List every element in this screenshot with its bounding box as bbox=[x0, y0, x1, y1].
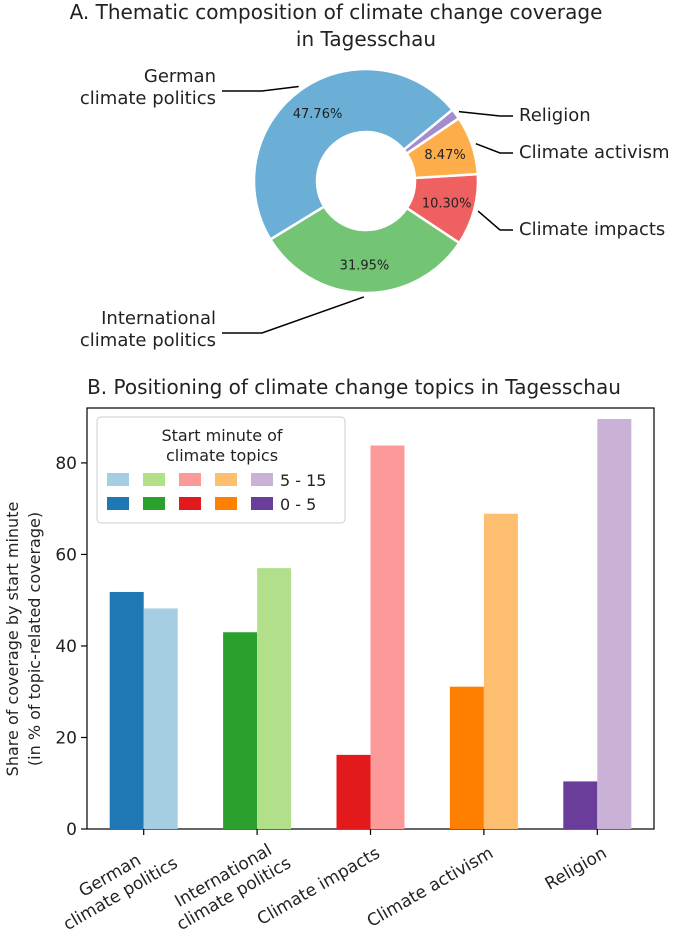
legend: Start minute of climate topics 5 - 15 0 … bbox=[96, 416, 346, 524]
pie-label-climate-impacts-line-1: Climate impacts bbox=[519, 219, 665, 240]
pie-label-climate-activism-line-1: Climate activism bbox=[519, 142, 670, 163]
y-tick-label: 40 bbox=[55, 637, 77, 657]
y-axis-label-line-2: (in % of topic-related coverage) bbox=[25, 512, 44, 766]
bar-climate-impacts-0-5 bbox=[336, 754, 371, 829]
bar-climate-activism-0-5 bbox=[449, 686, 484, 829]
bar-marks bbox=[109, 418, 632, 829]
pie-callout-line-climate-activism bbox=[475, 142, 513, 154]
bar-international-climate-politics-5-15 bbox=[257, 568, 292, 829]
pie-slice-german-climate-politics bbox=[252, 67, 455, 242]
y-tick-label: 0 bbox=[66, 820, 77, 840]
pie-callout-line-international-climate-politics bbox=[222, 296, 365, 334]
legend-swatches bbox=[107, 473, 273, 510]
bar-german-climate-politics-0-5 bbox=[109, 591, 144, 829]
bar-climate-activism-5-15 bbox=[483, 513, 518, 829]
y-tick-label: 20 bbox=[55, 728, 77, 748]
pie-slice-religion bbox=[402, 107, 461, 156]
bar-climate-impacts-5-15 bbox=[370, 445, 405, 829]
pie-pct-international-climate-politics: 31.95% bbox=[340, 258, 390, 273]
pie-pct-german-climate-politics: 47.76% bbox=[293, 107, 343, 122]
x-tick-label-line: Religion bbox=[542, 843, 611, 894]
pie-callout-line-religion bbox=[458, 110, 513, 117]
pie-slices bbox=[252, 67, 480, 295]
legend-swatch-5-15-4 bbox=[215, 473, 237, 486]
legend-swatch-0-5-4 bbox=[215, 497, 237, 510]
pie-title-line-1: A. Thematic composition of climate chang… bbox=[70, 0, 603, 24]
legend-swatch-0-5-5 bbox=[251, 497, 273, 510]
pie-label-international-climate-politics-line-2: climate politics bbox=[80, 330, 216, 351]
pie-pct-climate-impacts: 10.30% bbox=[422, 197, 472, 212]
y-axis-label: Share of coverage by start minute (in % … bbox=[3, 502, 44, 777]
y-axis-label-line-1: Share of coverage by start minute bbox=[3, 502, 22, 777]
legend-swatch-0-5-1 bbox=[107, 497, 129, 510]
legend-frame bbox=[96, 416, 346, 524]
legend-swatch-5-15-2 bbox=[143, 473, 165, 486]
bar-international-climate-politics-0-5 bbox=[223, 632, 258, 829]
pie-slice-international-climate-politics bbox=[268, 204, 462, 295]
legend-label-5-15: 5 - 15 bbox=[280, 471, 326, 490]
y-axis-ticks: 0 20 40 60 80 bbox=[55, 454, 87, 840]
legend-swatch-0-5-3 bbox=[179, 497, 201, 510]
panel-a: A. Thematic composition of climate chang… bbox=[70, 0, 670, 351]
bar-title: B. Positioning of climate change topics … bbox=[87, 375, 621, 399]
y-tick-label: 80 bbox=[55, 454, 77, 474]
pie-pct-climate-activism: 8.47% bbox=[424, 148, 465, 163]
pie-label-german-climate-politics-line-1: German bbox=[144, 66, 216, 87]
legend-swatch-5-15-5 bbox=[251, 473, 273, 486]
bar-religion-0-5 bbox=[563, 781, 598, 829]
legend-title-line-1: Start minute of bbox=[161, 426, 282, 445]
pie-callout-line-climate-impacts bbox=[477, 210, 513, 231]
legend-swatch-5-15-3 bbox=[179, 473, 201, 486]
panel-b: B. Positioning of climate change topics … bbox=[3, 375, 655, 935]
pie-label-german-climate-politics-line-2: climate politics bbox=[80, 88, 216, 109]
legend-title-line-2: climate topics bbox=[166, 446, 278, 465]
pie-percent-labels: 47.76% 31.95% 10.30% 8.47% bbox=[293, 107, 472, 273]
legend-swatch-5-15-1 bbox=[107, 473, 129, 486]
legend-swatch-0-5-2 bbox=[143, 497, 165, 510]
pie-callout-line-german-climate-politics bbox=[222, 85, 299, 92]
x-tick-label-line: Climate activism bbox=[364, 843, 497, 931]
y-tick-label: 60 bbox=[55, 545, 77, 565]
x-tick-label-climate-activism: Climate activism bbox=[364, 843, 497, 931]
x-tick-label-religion: Religion bbox=[542, 843, 611, 894]
bar-german-climate-politics-5-15 bbox=[143, 608, 178, 829]
pie-label-religion-line-1: Religion bbox=[519, 105, 591, 126]
pie-label-international-climate-politics-line-1: International bbox=[101, 308, 216, 329]
pie-title-line-2: in Tagesschau bbox=[296, 27, 436, 51]
bar-religion-5-15 bbox=[597, 418, 632, 829]
legend-label-0-5: 0 - 5 bbox=[280, 495, 316, 514]
